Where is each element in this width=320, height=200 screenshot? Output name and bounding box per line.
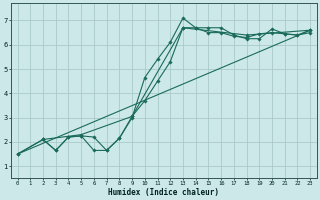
X-axis label: Humidex (Indice chaleur): Humidex (Indice chaleur) — [108, 188, 220, 197]
